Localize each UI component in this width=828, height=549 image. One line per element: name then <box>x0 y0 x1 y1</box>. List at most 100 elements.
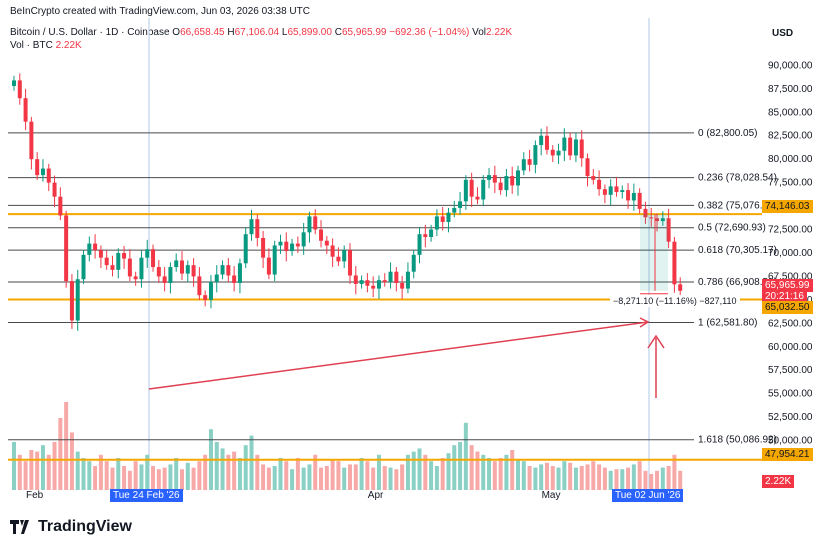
volume-bar <box>174 458 179 490</box>
high-value: 67,106.04 <box>234 27 280 38</box>
volume-bar <box>243 445 248 490</box>
volume-bar <box>145 454 150 490</box>
y-tick-label: 70,000.00 <box>768 248 813 259</box>
volume-bar <box>295 458 300 490</box>
volume-bar <box>46 454 51 490</box>
candle-body <box>185 265 190 274</box>
volume-bar <box>527 466 532 490</box>
candle-body <box>434 216 439 230</box>
y-tick-label: 80,000.00 <box>768 154 813 165</box>
volume-bar <box>226 454 231 490</box>
candle-body <box>620 190 625 192</box>
candle-body <box>290 243 295 252</box>
volume-bar <box>127 470 132 490</box>
volume-bar <box>185 462 190 490</box>
volume-label: Vol <box>472 27 486 38</box>
close-label: C <box>334 27 342 38</box>
credit-line: BeInCrypto created with TradingView.com,… <box>10 6 310 17</box>
ohlc-legend: Bitcoin / U.S. Dollar · 1D · Coinbase O6… <box>10 27 512 38</box>
candle-body <box>527 159 532 165</box>
candle-body <box>87 243 92 255</box>
candle-body <box>58 196 63 216</box>
volume-bar <box>23 461 28 490</box>
candle-body <box>40 168 45 176</box>
volume-bar <box>52 442 57 490</box>
volume-bar <box>348 464 352 490</box>
volume-bar <box>110 467 115 490</box>
candle-body <box>388 271 393 283</box>
volume-bar <box>40 445 45 490</box>
y-tick-label: 52,500.00 <box>768 412 813 423</box>
tradingview-logo[interactable]: TradingView <box>10 518 132 536</box>
candle-body <box>156 267 161 277</box>
candle-body <box>261 237 266 258</box>
volume-bar <box>342 467 347 490</box>
candle-body <box>382 280 387 283</box>
volume-bar <box>17 454 22 490</box>
volume-legend: Vol · BTC 2.22K <box>10 40 82 51</box>
volume-bar <box>475 451 480 490</box>
volume-bar <box>272 466 277 490</box>
volume-bar <box>678 470 683 490</box>
volume-bar <box>440 458 445 490</box>
volume-bar <box>220 448 225 490</box>
date-tag-right: Tue 02 Jun '26 <box>612 489 684 502</box>
measure-box <box>640 214 668 291</box>
volume-bar <box>122 466 127 490</box>
candle-body <box>568 137 573 156</box>
candle-body <box>232 275 237 283</box>
candle-body <box>539 135 544 146</box>
volume-bar <box>556 467 561 490</box>
volume-bar <box>591 461 596 490</box>
volume-bar <box>463 422 468 490</box>
volume-bar <box>87 461 92 490</box>
volume-bar <box>81 458 86 490</box>
candle-body <box>423 234 428 238</box>
volume-bar <box>631 464 636 490</box>
candle-body <box>585 158 590 177</box>
candle-body <box>429 229 434 238</box>
candle-body <box>17 80 22 99</box>
volume-value: 2.22K <box>485 27 513 38</box>
open-value: 66,658.45 <box>180 27 225 38</box>
volume-bar <box>550 466 555 490</box>
trend-line <box>148 321 649 390</box>
candle-body <box>255 219 260 238</box>
candle-body <box>446 212 451 223</box>
symbol-name[interactable]: Bitcoin / U.S. Dollar · 1D · Coinbase <box>10 27 170 38</box>
volume-bar <box>319 467 324 490</box>
volume-bar <box>301 467 306 490</box>
time-axis: Feb Apr May <box>26 490 560 501</box>
candle-body <box>463 179 468 202</box>
countdown-tag: 20:21:16 <box>762 290 807 303</box>
fib-label: 1 (62,581.80) <box>698 318 758 329</box>
candle-body <box>93 243 98 251</box>
volume-bar <box>434 466 439 490</box>
volume-bar <box>64 402 69 490</box>
candles <box>12 73 683 331</box>
fib-label: 0.5 (72,690.93) <box>698 223 766 234</box>
candle-body <box>52 182 57 197</box>
candle-body <box>191 265 196 277</box>
volume-bar <box>637 461 642 490</box>
measure-label: −8,271.10 (−11.16%) −827,110 <box>610 295 740 307</box>
x-tick-label: Feb <box>26 490 44 501</box>
fib-label: 0.236 (78,028.54) <box>698 173 777 184</box>
candle-body <box>214 274 219 283</box>
current-price-tag: 65,965.99 <box>762 279 813 292</box>
volume-bar <box>573 467 578 490</box>
volume-row-label[interactable]: Vol · BTC <box>10 40 53 51</box>
candle-body <box>168 267 173 283</box>
candle-body <box>353 275 358 284</box>
volume-bar <box>492 461 497 490</box>
volume-bar <box>585 464 590 490</box>
volume-bar <box>521 461 526 490</box>
volume-bar <box>12 442 16 490</box>
volume-bar <box>510 450 515 490</box>
volume-bar <box>29 450 34 490</box>
volume-bar <box>649 474 654 490</box>
candle-body <box>64 215 69 282</box>
volume-bar <box>93 466 98 490</box>
volume-bar <box>394 469 399 490</box>
